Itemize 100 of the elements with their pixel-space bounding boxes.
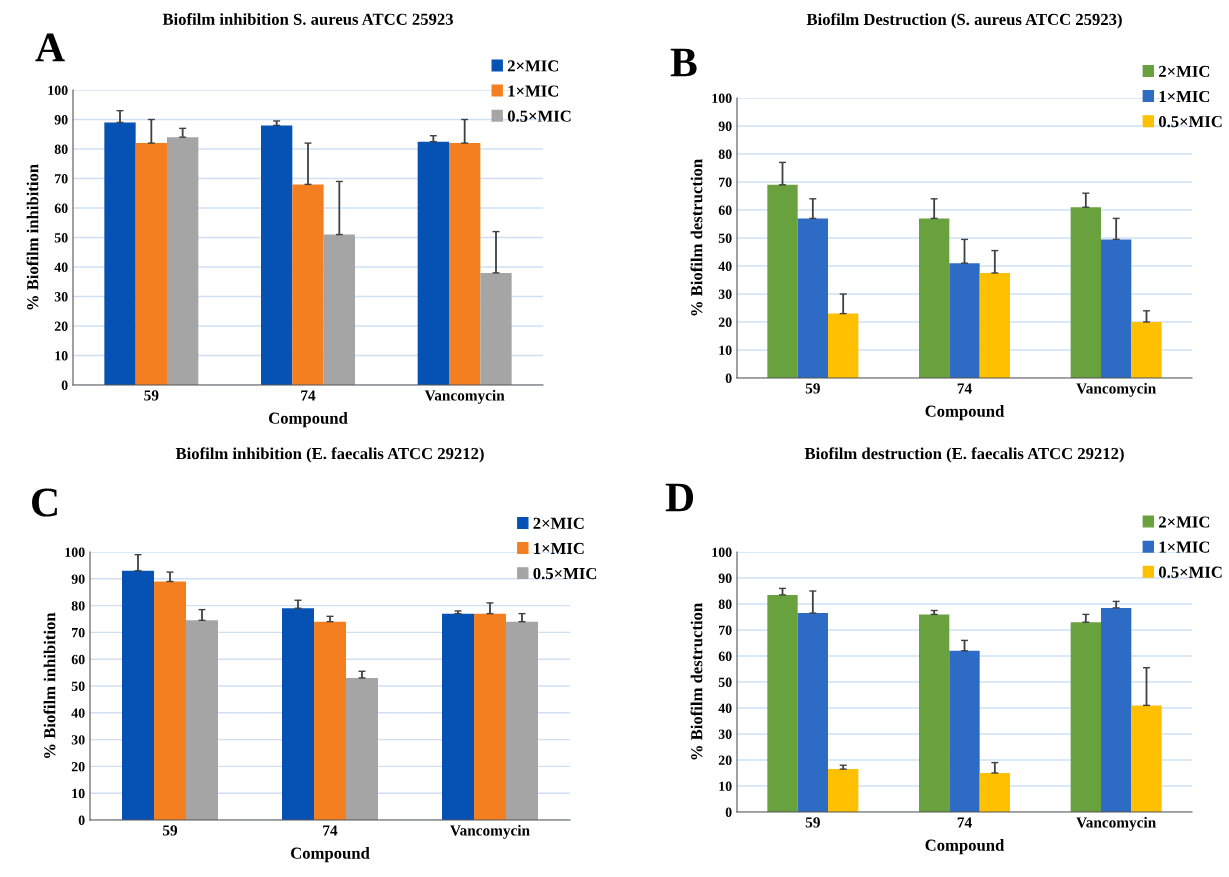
y-tick-label: 30 xyxy=(718,289,732,299)
text: A xyxy=(35,33,65,62)
x-tick-label: 74 xyxy=(957,383,972,394)
x-tick-label: 74 xyxy=(957,817,972,828)
bar xyxy=(919,218,950,378)
legend-label: 2×MIC xyxy=(1159,65,1210,77)
y-tick-label: 30 xyxy=(718,729,732,739)
bar xyxy=(767,594,798,812)
bar xyxy=(449,143,481,385)
y-tick-label: 80 xyxy=(71,601,85,611)
y-tick-label: 60 xyxy=(54,203,68,213)
bar xyxy=(797,613,828,812)
chart-title: Biofilm inhibition S. aureus ATCC 25923 xyxy=(162,12,453,25)
bar xyxy=(292,184,324,385)
bar xyxy=(1101,239,1132,378)
x-tick-label: Vancomycin xyxy=(1076,816,1156,831)
y-tick-label: 40 xyxy=(718,261,732,271)
y-tick-label: 60 xyxy=(718,205,732,215)
y-tick-label: 70 xyxy=(719,177,732,187)
legend-label: 1×MIC xyxy=(1159,541,1210,553)
text: D xyxy=(665,483,694,512)
legend-label: 0.5×MIC xyxy=(507,110,571,122)
bar xyxy=(442,613,474,820)
y-tick-label: 80 xyxy=(718,599,732,609)
y-tick-label: 30 xyxy=(54,292,68,302)
y-axis-title: % Biofilm inhibition xyxy=(26,164,39,310)
bar xyxy=(506,621,538,820)
y-tick-label: 10 xyxy=(719,781,732,791)
legend-label: 2×MIC xyxy=(507,60,559,72)
y-tick-label: 40 xyxy=(54,262,68,272)
y-tick-label: 0 xyxy=(61,380,68,390)
y-tick-label: 80 xyxy=(54,144,68,154)
x-tick-label: Vancomycin xyxy=(450,824,530,839)
y-tick-label: 100 xyxy=(712,93,732,103)
bar xyxy=(1131,705,1162,812)
y-tick-label: 0 xyxy=(725,807,732,817)
y-tick-label: 20 xyxy=(718,317,732,327)
y-tick-label: 0 xyxy=(78,815,85,825)
x-tick-label: Vancomycin xyxy=(1076,382,1156,397)
x-axis-title: Compound xyxy=(925,839,1005,855)
bar xyxy=(314,621,346,820)
x-tick-label: 59 xyxy=(144,390,159,401)
y-tick-label: 100 xyxy=(48,85,68,95)
x-tick-label: 59 xyxy=(805,817,820,828)
y-tick-label: 50 xyxy=(718,233,732,243)
bar xyxy=(167,137,199,385)
bar xyxy=(186,620,218,820)
bar xyxy=(1070,207,1101,378)
y-tick-label: 50 xyxy=(71,681,85,691)
x-axis-title: Compound xyxy=(290,847,370,863)
bar xyxy=(474,613,506,820)
bar xyxy=(480,272,512,385)
x-tick-label: 74 xyxy=(323,825,338,836)
y-tick-label: 50 xyxy=(718,677,732,687)
y-tick-label: 20 xyxy=(718,755,732,765)
legend-label: 1×MIC xyxy=(508,85,559,97)
x-tick-label: Vancomycin xyxy=(424,389,505,404)
y-tick-label: 80 xyxy=(718,149,732,159)
y-tick-label: 60 xyxy=(71,654,85,665)
bar xyxy=(122,570,154,820)
x-axis-title: Compound xyxy=(925,405,1005,421)
y-tick-label: 60 xyxy=(718,651,732,661)
y-tick-label: 20 xyxy=(54,321,68,331)
y-tick-label: 40 xyxy=(718,703,732,713)
y-tick-label: 100 xyxy=(712,547,732,557)
bar xyxy=(417,141,449,385)
y-axis-title: % Biofilm inhibition xyxy=(43,612,56,758)
y-tick-label: 50 xyxy=(54,233,68,243)
x-tick-label: 74 xyxy=(301,390,316,401)
x-axis-title: Compound xyxy=(268,412,348,428)
y-tick-label: 90 xyxy=(718,121,732,131)
chart-title: Biofilm Destruction (S. aureus ATCC 25923) xyxy=(806,13,1122,29)
x-tick-label: 59 xyxy=(162,825,178,836)
legend-label: 1×MIC xyxy=(534,542,584,555)
legend-label: 2×MIC xyxy=(1159,516,1210,528)
legend-label: 2×MIC xyxy=(533,517,584,529)
y-tick-label: 90 xyxy=(718,573,732,583)
bar xyxy=(261,125,293,385)
y-axis-title: % Biofilm destruction xyxy=(690,603,703,760)
bar xyxy=(979,273,1010,378)
legend-label: 0.5×MIC xyxy=(1158,115,1222,128)
y-tick-label: 10 xyxy=(55,351,68,361)
bar xyxy=(828,769,859,812)
y-tick-label: 70 xyxy=(72,627,85,638)
y-tick-label: 70 xyxy=(719,625,732,635)
bar xyxy=(979,773,1010,812)
bar xyxy=(1101,607,1132,812)
y-tick-label: 10 xyxy=(719,345,732,355)
y-tick-label: 20 xyxy=(71,761,85,772)
y-axis-title: % Biofilm destruction xyxy=(690,159,703,316)
x-tick-label: 59 xyxy=(805,383,820,394)
bar xyxy=(1070,622,1101,812)
bar xyxy=(1131,322,1162,378)
legend-label: 1×MIC xyxy=(1159,90,1210,103)
y-tick-label: 90 xyxy=(71,574,85,584)
chart-title: Biofilm inhibition (E. faecalis ATCC 29212) xyxy=(175,447,484,463)
bar xyxy=(154,581,186,820)
bar xyxy=(346,677,378,820)
chart-title: Biofilm destruction (E. faecalis ATCC 29212) xyxy=(804,447,1124,463)
legend-label: 0.5×MIC xyxy=(533,567,597,580)
